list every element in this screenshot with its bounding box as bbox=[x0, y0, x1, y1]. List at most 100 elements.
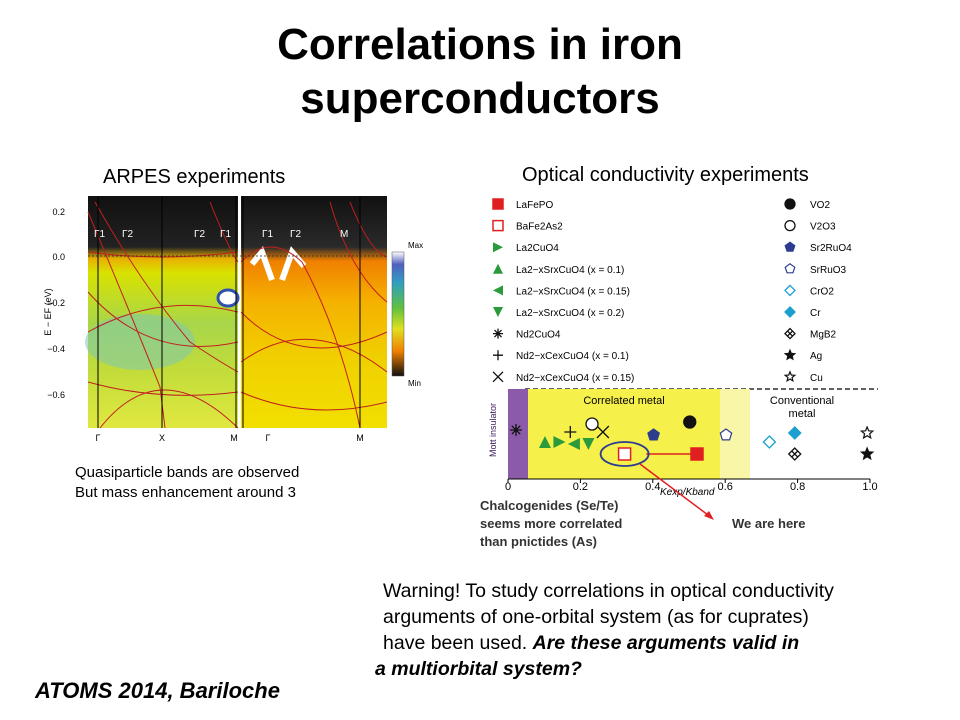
warning-question-2: a multiorbital system? bbox=[375, 658, 582, 680]
arpes-sym-label: M bbox=[340, 229, 348, 240]
legend-label: Cr bbox=[810, 308, 821, 319]
data-point bbox=[567, 438, 580, 450]
arpes-intensity-streak bbox=[279, 246, 307, 282]
arpes-symmetry-lines bbox=[97, 196, 361, 428]
legend-label: V2O3 bbox=[810, 222, 836, 233]
arpes-note-line-1: Quasiparticle bands are observed bbox=[75, 464, 300, 481]
warning-line-3: have been used. Are these arguments vali… bbox=[383, 630, 834, 656]
arpes-note-line-2: But mass enhancement around 3 bbox=[75, 484, 296, 501]
data-point bbox=[510, 424, 522, 436]
chalco-note-3: than pnictides (As) bbox=[480, 534, 597, 549]
arpes-xtick: X bbox=[159, 433, 165, 443]
legend-label: Sr2RuO4 bbox=[810, 243, 852, 254]
legend-marker bbox=[493, 350, 503, 361]
legend-label: Cu bbox=[810, 373, 823, 384]
legend-label: CrO2 bbox=[810, 286, 834, 297]
arpes-note: Quasiparticle bands are observed But mas… bbox=[75, 463, 299, 503]
warning-line-3-plain: have been used. bbox=[383, 632, 533, 654]
arpes-ytick: −0.6 bbox=[47, 390, 65, 400]
xtick-label: 0 bbox=[505, 481, 511, 493]
legend-label: Nd2−xCexCuO4 (x = 0.15) bbox=[516, 373, 634, 384]
data-point bbox=[859, 446, 875, 461]
legend-marker bbox=[493, 263, 503, 274]
arpes-intensity-streak bbox=[249, 246, 275, 282]
arpes-panel-left bbox=[88, 196, 238, 428]
arpes-sym-label: Γ1 bbox=[220, 229, 232, 240]
data-point bbox=[538, 436, 551, 448]
legend-marker bbox=[784, 219, 796, 232]
optical-legend-left: LaFePO BaFe2As2 La2CuO4 La2−xSrxCuO4 (x = 0… bbox=[492, 198, 634, 384]
arpes-xtick: M bbox=[230, 433, 238, 443]
data-point bbox=[787, 426, 802, 440]
region-mott bbox=[508, 389, 528, 479]
arpes-y-axis: 0.2 0.0 −0.2 −0.4 −0.6 E − EF (eV) bbox=[43, 207, 65, 400]
optical-xticks: 0 0.2 0.4 0.6 0.8 1.0 bbox=[505, 479, 878, 493]
legend-marker bbox=[784, 263, 796, 274]
legend-marker bbox=[493, 242, 503, 253]
legend-label: Nd2CuO4 bbox=[516, 330, 561, 341]
arpes-xtick: Γ bbox=[96, 433, 101, 443]
optical-legend-right: VO2 V2O3 Sr2RuO4 SrRuO3 CrO2 Cr MgB2 Ag Cu bbox=[783, 198, 852, 384]
region-conventional-label-2: metal bbox=[789, 408, 816, 420]
legend-label: VO2 bbox=[810, 200, 830, 211]
arpes-sym-label: Γ2 bbox=[122, 229, 134, 240]
data-point bbox=[617, 447, 632, 461]
data-point bbox=[859, 425, 875, 440]
legend-marker bbox=[492, 371, 504, 383]
we-are-here-label: We are here bbox=[732, 516, 805, 531]
arpes-sym-label: Γ1 bbox=[94, 229, 106, 240]
arpes-colorbar-max: Max bbox=[408, 241, 423, 250]
legend-marker bbox=[784, 306, 796, 318]
legend-label: MgB2 bbox=[810, 330, 837, 341]
warning-block: Warning! To study correlations in optica… bbox=[375, 578, 834, 682]
legend-label: La2−xSrxCuO4 (x = 0.1) bbox=[516, 265, 624, 276]
slide-title: Correlations in iron superconductors bbox=[0, 18, 960, 126]
legend-marker bbox=[784, 241, 796, 252]
legend-marker bbox=[493, 307, 503, 317]
optical-figure: LaFePO BaFe2As2 La2CuO4 La2−xSrxCuO4 (x = 0… bbox=[480, 198, 878, 549]
legend-marker bbox=[784, 327, 796, 340]
data-point bbox=[683, 415, 697, 429]
legend-label: Ag bbox=[810, 351, 822, 362]
arpes-panel-right bbox=[241, 196, 387, 428]
data-point bbox=[564, 426, 577, 438]
xtick-label: 0.2 bbox=[573, 481, 588, 493]
warning-line-1: Warning! To study correlations in optica… bbox=[383, 580, 834, 602]
arpes-figure: 0.2 0.0 −0.2 −0.4 −0.6 E − EF (eV) bbox=[43, 196, 423, 443]
legend-marker bbox=[783, 348, 797, 361]
legend-label: Nd2−xCexCuO4 (x = 0.1) bbox=[516, 351, 629, 362]
region-mott-label: Mott insulator bbox=[488, 403, 498, 457]
data-point bbox=[553, 436, 566, 448]
legend-label: La2−xSrxCuO4 (x = 0.15) bbox=[516, 286, 630, 297]
region-correlated-label: Correlated metal bbox=[583, 395, 664, 407]
arpes-colorbar bbox=[391, 251, 405, 377]
arpes-sym-label: Γ1 bbox=[262, 229, 274, 240]
optical-points bbox=[510, 415, 875, 461]
arpes-ytick: 0.2 bbox=[52, 207, 65, 217]
arpes-xtick: Γ bbox=[266, 433, 271, 443]
legend-marker bbox=[493, 285, 503, 296]
legend-marker bbox=[784, 198, 796, 210]
xtick-label: 1.0 bbox=[862, 481, 877, 493]
arpes-heading: ARPES experiments bbox=[103, 166, 286, 188]
xtick-label: 0.6 bbox=[718, 481, 733, 493]
arpes-symmetry-labels: Γ1 Γ2 Γ2 Γ1 Γ1 Γ2 M bbox=[94, 229, 348, 240]
arpes-ytick: 0.0 bbox=[52, 252, 65, 262]
chalco-note-2: seems more correlated bbox=[480, 516, 622, 531]
arpes-intensity-blob bbox=[85, 314, 195, 370]
we-are-here-arrow bbox=[639, 463, 713, 519]
highlight-ellipse bbox=[599, 441, 650, 467]
legend-marker bbox=[493, 328, 503, 339]
legend-label: SrRuO3 bbox=[810, 265, 847, 276]
arpes-ytick: −0.4 bbox=[47, 344, 65, 354]
data-point bbox=[647, 428, 661, 441]
title-line-1: Correlations in iron bbox=[277, 20, 683, 69]
arrow-head bbox=[704, 511, 714, 520]
arpes-xtick: M bbox=[356, 433, 364, 443]
arpes-sym-label: Γ2 bbox=[194, 229, 206, 240]
arpes-x-axis: Γ X M Γ M bbox=[96, 433, 364, 443]
data-point bbox=[596, 425, 610, 439]
data-point bbox=[719, 428, 733, 441]
arpes-colorbar-min: Min bbox=[408, 379, 421, 388]
legend-marker bbox=[783, 370, 797, 383]
